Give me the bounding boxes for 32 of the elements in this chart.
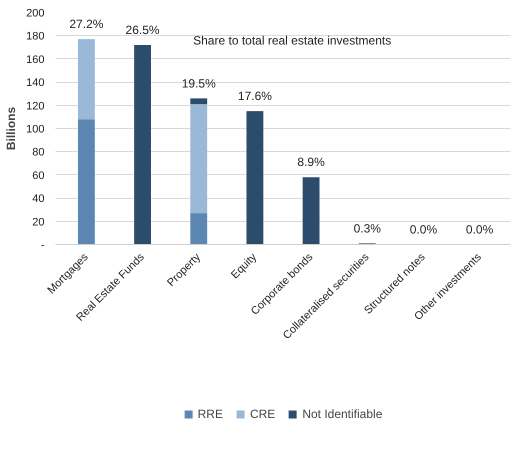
y-tick-label: 100: [26, 124, 45, 136]
y-tick-label: 60: [32, 170, 45, 182]
annotation: 0.3%: [354, 221, 382, 236]
annotation: 8.9%: [297, 155, 326, 170]
bar: [190, 104, 208, 214]
bar: [246, 111, 264, 244]
y-tick-label: 20: [32, 216, 45, 228]
y-tick-label: -: [40, 240, 45, 252]
bar: [190, 213, 208, 244]
bar: [78, 39, 95, 120]
y-tick-label: 160: [26, 54, 45, 66]
legend-label: CRE: [250, 406, 276, 421]
annotation: 26.5%: [126, 22, 160, 37]
legend-label: Not Identifiable: [302, 406, 382, 421]
y-tick-label: 120: [26, 100, 45, 112]
y-tick-label: 140: [26, 77, 45, 90]
annotation: Share to total real estate investments: [193, 33, 392, 48]
bar: [134, 44, 151, 244]
annotation: 17.6%: [238, 89, 272, 104]
annotation: 0.0%: [466, 222, 494, 236]
annotation: 19.5%: [182, 76, 216, 90]
annotation: 0.0%: [410, 222, 438, 236]
bar: [302, 177, 320, 244]
bar: [78, 119, 95, 244]
legend-label: RRE: [198, 406, 223, 421]
annotation: 27.2%: [69, 17, 104, 32]
bar: [190, 98, 208, 104]
y-axis-title: Billions: [4, 106, 18, 150]
y-tick-label: 200: [26, 8, 45, 20]
y-tick-label: 40: [32, 193, 45, 206]
y-tick-label: 180: [26, 30, 45, 43]
y-tick-label: 80: [32, 146, 45, 159]
